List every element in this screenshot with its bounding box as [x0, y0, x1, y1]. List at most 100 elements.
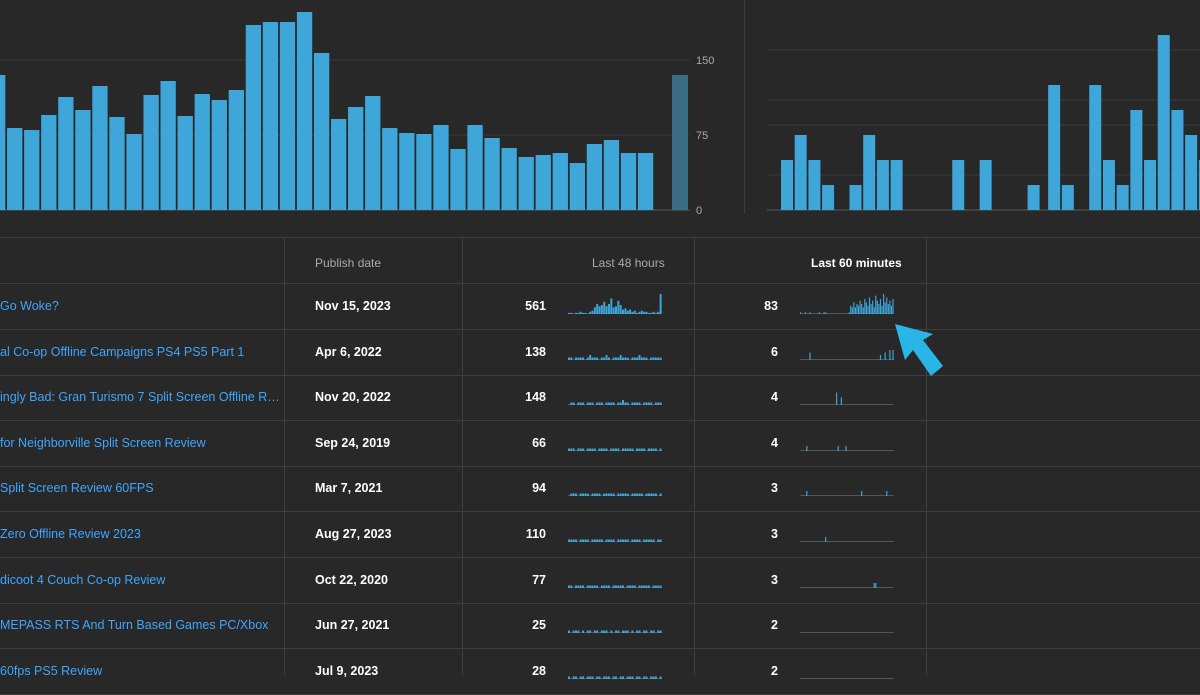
bar[interactable]: [808, 160, 821, 210]
table-row[interactable]: Split Screen Review 60FPS Mar 7, 2021 94 3: [0, 466, 1200, 513]
bar[interactable]: [1144, 160, 1157, 210]
sparkline-bar: [640, 357, 643, 360]
table-row[interactable]: MEPASS RTS And Turn Based Games PC/Xbox J…: [0, 603, 1200, 650]
video-title-link[interactable]: for Neighborville Split Screen Review: [0, 435, 206, 450]
bar[interactable]: [228, 90, 244, 210]
bar[interactable]: [501, 148, 517, 210]
bar[interactable]: [1116, 185, 1129, 210]
sparkline-bar: [645, 357, 648, 360]
bar[interactable]: [0, 75, 6, 210]
sparkline-bar: [584, 493, 587, 497]
bar[interactable]: [1027, 185, 1040, 210]
bar[interactable]: [279, 22, 296, 210]
bar[interactable]: [41, 115, 57, 210]
table-row[interactable]: 60fps PS5 Review Jul 9, 2023 28 2: [0, 649, 1200, 695]
bar[interactable]: [1185, 135, 1198, 210]
header-last-60-minutes[interactable]: Last 60 minutes: [811, 256, 902, 270]
bar[interactable]: [92, 86, 108, 210]
bar[interactable]: [109, 117, 125, 210]
bar[interactable]: [569, 163, 585, 210]
bar[interactable]: [794, 135, 807, 210]
bar[interactable]: [58, 97, 74, 210]
table-row[interactable]: dicoot 4 Couch Co-op Review Oct 22, 2020 7…: [0, 558, 1200, 604]
sparkline-bar: [636, 539, 639, 542]
bar[interactable]: [620, 153, 637, 210]
sparkline-bar: [640, 585, 643, 588]
sparkline-bar: [600, 539, 603, 542]
bar[interactable]: [450, 149, 466, 210]
bar[interactable]: [781, 160, 793, 210]
bar[interactable]: [296, 12, 313, 210]
bar[interactable]: [849, 185, 862, 210]
video-title-link[interactable]: Go Woke?: [0, 299, 59, 313]
video-title-link[interactable]: Zero Offline Review 2023: [0, 527, 141, 541]
bar[interactable]: [143, 95, 159, 210]
bar[interactable]: [586, 144, 603, 210]
bar-current[interactable]: [672, 75, 688, 210]
video-title-link[interactable]: dicoot 4 Couch Co-op Review: [0, 572, 166, 587]
video-title-link[interactable]: Split Screen Review 60FPS: [0, 481, 154, 496]
bar[interactable]: [637, 153, 654, 210]
bar[interactable]: [348, 107, 364, 210]
bar[interactable]: [535, 155, 551, 210]
bar[interactable]: [518, 157, 534, 210]
sparkline-bar: [640, 310, 643, 314]
sparkline-bar: [607, 304, 610, 314]
sparkline-bar: [643, 311, 646, 314]
bar[interactable]: [126, 134, 142, 210]
bar[interactable]: [365, 96, 381, 210]
bar[interactable]: [467, 125, 483, 210]
bar[interactable]: [863, 135, 876, 210]
bar[interactable]: [7, 128, 23, 210]
sparkline-bar: [650, 630, 653, 634]
video-title-link[interactable]: al Co-op Offline Campaigns PS4 PS5 Part …: [0, 344, 245, 359]
bar[interactable]: [160, 81, 176, 210]
bar[interactable]: [1157, 35, 1170, 210]
bar[interactable]: [399, 133, 415, 210]
bar[interactable]: [331, 119, 347, 210]
bar[interactable]: [822, 185, 835, 210]
bar[interactable]: [1171, 110, 1184, 210]
sparkline-bar: [643, 676, 646, 679]
sparkline-bar: [577, 357, 580, 360]
bar[interactable]: [484, 138, 500, 210]
views-60min: 4: [771, 390, 778, 405]
header-publish-date[interactable]: Publish date: [315, 256, 382, 270]
table-row[interactable]: Go Woke? Nov 15, 2023 561 83: [0, 284, 1200, 330]
bar[interactable]: [211, 100, 227, 210]
bar[interactable]: [262, 22, 279, 210]
bar[interactable]: [876, 160, 889, 210]
video-title-link[interactable]: ingly Bad: Gran Turismo 7 Split Screen O…: [0, 390, 280, 405]
bar[interactable]: [603, 140, 620, 210]
bar[interactable]: [1130, 110, 1143, 210]
bar[interactable]: [433, 125, 449, 210]
bar[interactable]: [1061, 185, 1074, 210]
bar[interactable]: [24, 130, 40, 210]
table-row[interactable]: for Neighborville Split Screen Review Sep…: [0, 421, 1200, 467]
bar[interactable]: [952, 160, 965, 210]
bar[interactable]: [1102, 160, 1115, 210]
header-last-48-hours[interactable]: Last 48 hours: [592, 256, 665, 270]
table-row[interactable]: Zero Offline Review 2023 Aug 27, 2023 110 3: [0, 512, 1200, 558]
bar[interactable]: [194, 94, 210, 210]
table-row[interactable]: al Co-op Offline Campaigns PS4 PS5 Part …: [0, 330, 1200, 376]
bar[interactable]: [1089, 85, 1102, 210]
bar[interactable]: [177, 116, 193, 210]
table-row[interactable]: ingly Bad: Gran Turismo 7 Split Screen O…: [0, 375, 1200, 422]
bar[interactable]: [979, 160, 992, 210]
bar[interactable]: [245, 25, 262, 210]
bar[interactable]: [1198, 160, 1200, 210]
bar[interactable]: [382, 128, 398, 210]
bar[interactable]: [1048, 85, 1061, 210]
video-title-link[interactable]: 60fps PS5 Review: [0, 663, 103, 678]
bar[interactable]: [416, 134, 432, 210]
bar[interactable]: [890, 160, 903, 210]
bar[interactable]: [552, 153, 568, 210]
sparkline-bar: [617, 539, 620, 542]
bar[interactable]: [75, 110, 91, 210]
bar[interactable]: [313, 53, 330, 210]
sparkline-bar: [591, 448, 594, 451]
sparkline-bar: [657, 402, 660, 406]
video-title-link[interactable]: MEPASS RTS And Turn Based Games PC/Xbox: [0, 618, 269, 633]
sparkline-48h: [568, 630, 662, 634]
